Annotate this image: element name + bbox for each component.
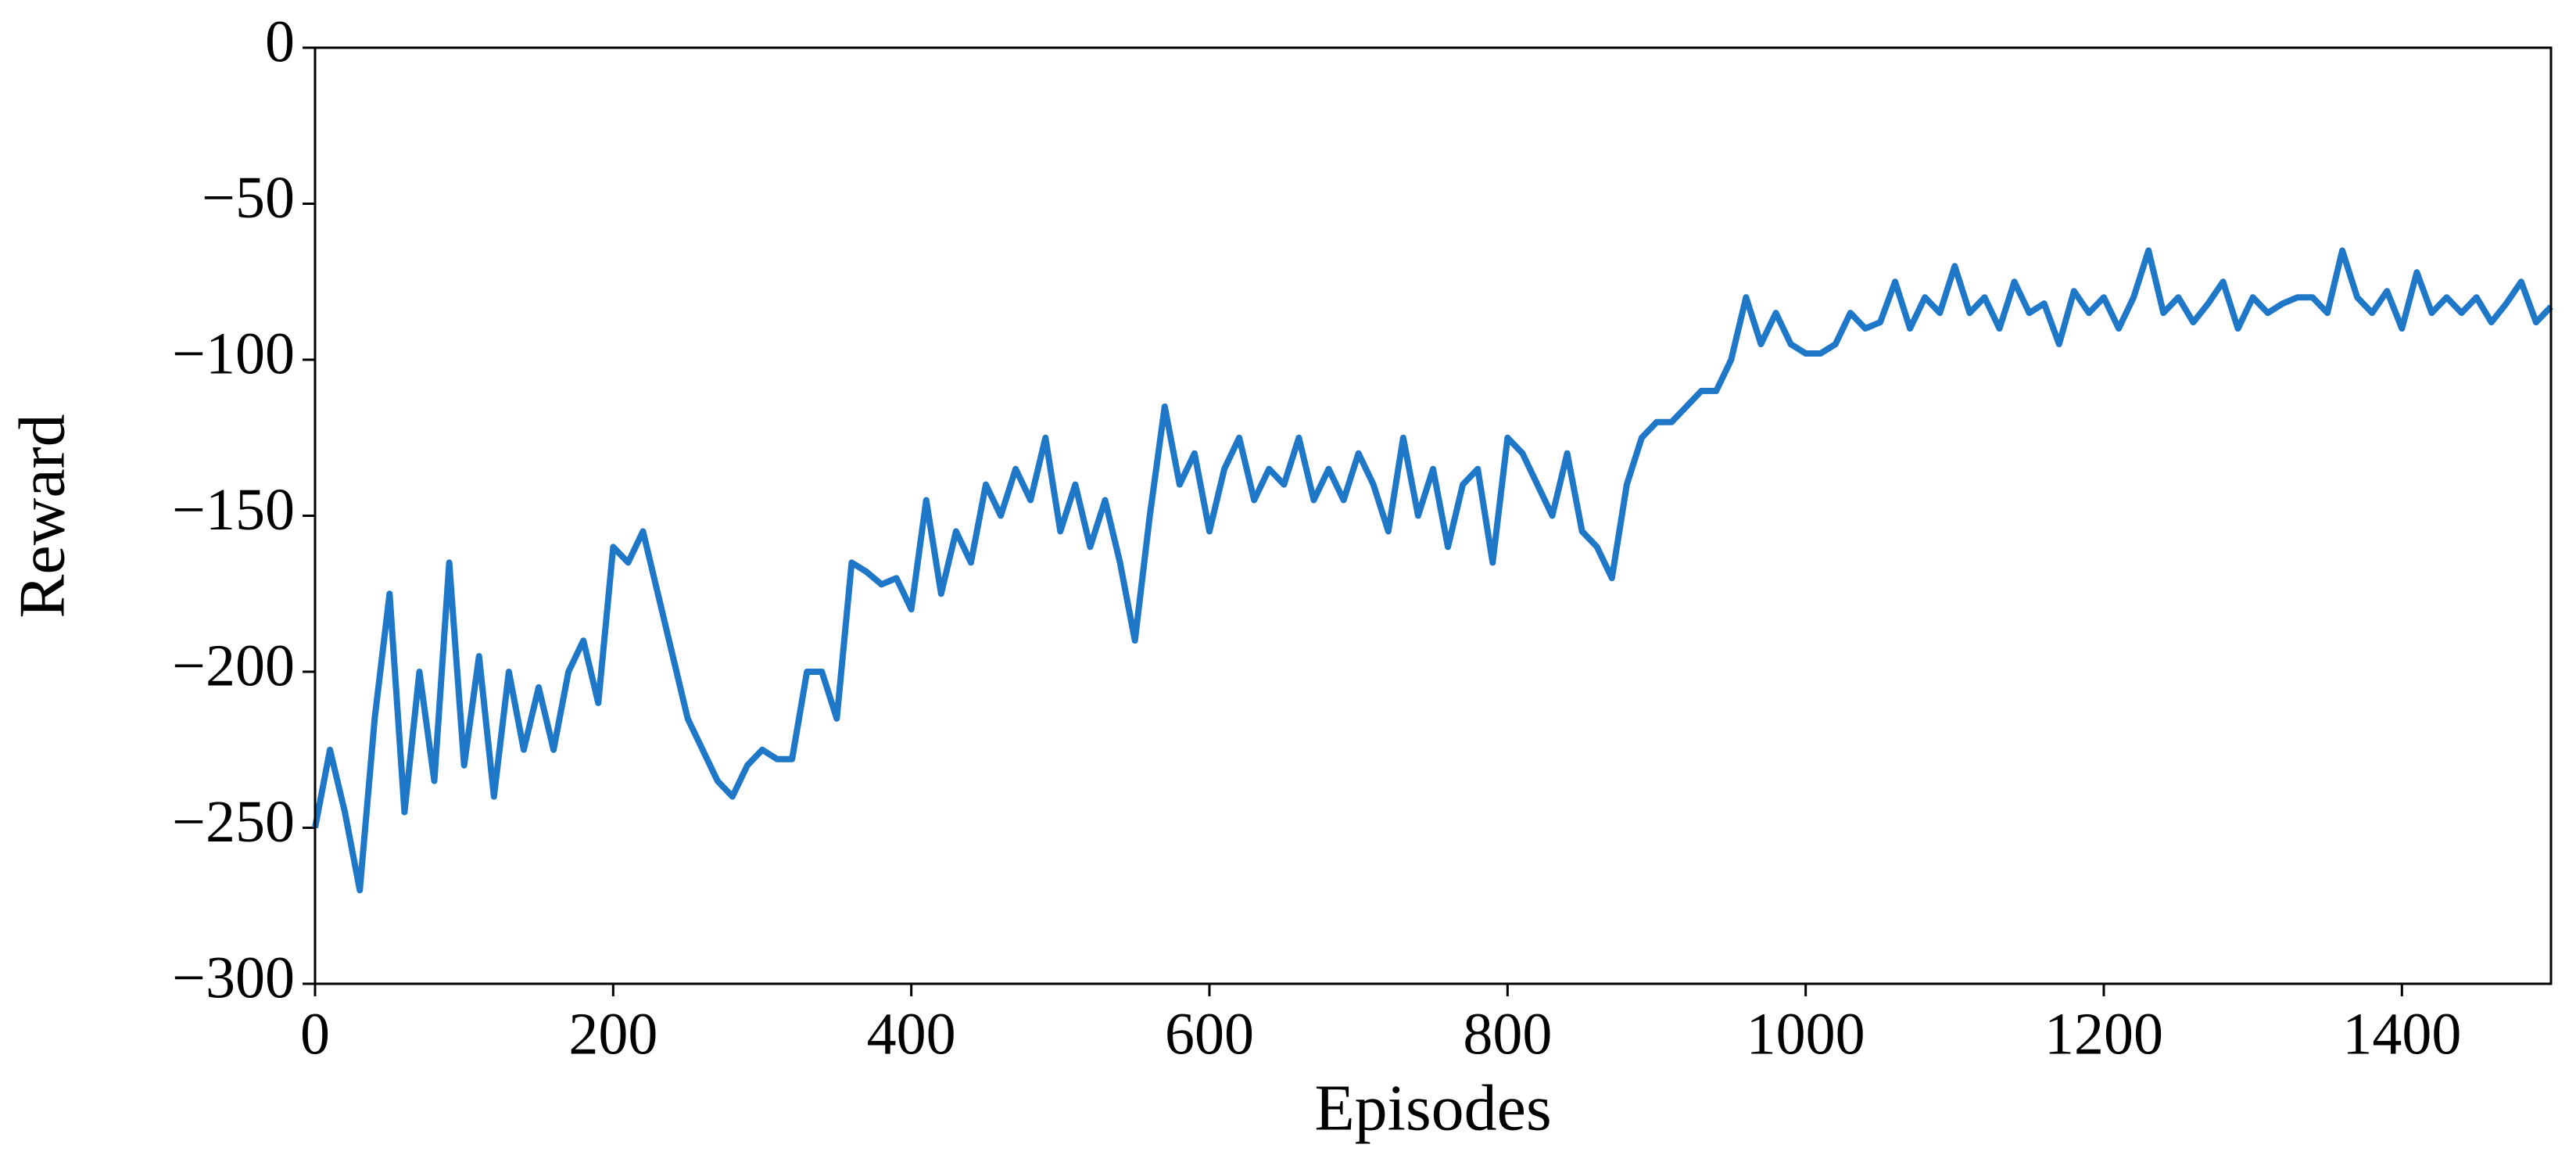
y-tick-label: −200	[172, 633, 295, 698]
y-tick-label: −250	[172, 789, 295, 855]
x-tick-label: 600	[1165, 1001, 1254, 1067]
y-tick-label: −50	[202, 165, 295, 231]
y-tick-label: −300	[172, 945, 295, 1010]
x-tick-label: 1400	[2342, 1001, 2461, 1067]
x-tick-label: 1000	[1747, 1001, 1865, 1067]
x-tick-label: 0	[300, 1001, 330, 1067]
y-tick-label: −150	[172, 477, 295, 543]
x-axis-label: Episodes	[1314, 1071, 1551, 1144]
y-tick-label: 0	[265, 9, 295, 74]
x-tick-label: 400	[867, 1001, 956, 1067]
plot-frame	[313, 46, 2553, 985]
x-tick-label: 1200	[2044, 1001, 2163, 1067]
x-tick-label: 800	[1463, 1001, 1552, 1067]
line	[312, 247, 2553, 894]
y-tick-label: −100	[172, 321, 295, 386]
y-axis-label: Reward	[5, 414, 78, 618]
x-tick-label: 200	[568, 1001, 657, 1067]
